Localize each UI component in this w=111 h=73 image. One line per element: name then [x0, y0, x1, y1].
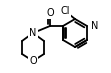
Text: N: N [91, 21, 98, 31]
Text: Cl: Cl [60, 6, 70, 16]
Text: O: O [46, 8, 54, 18]
Text: O: O [29, 56, 37, 66]
Text: N: N [29, 28, 37, 38]
